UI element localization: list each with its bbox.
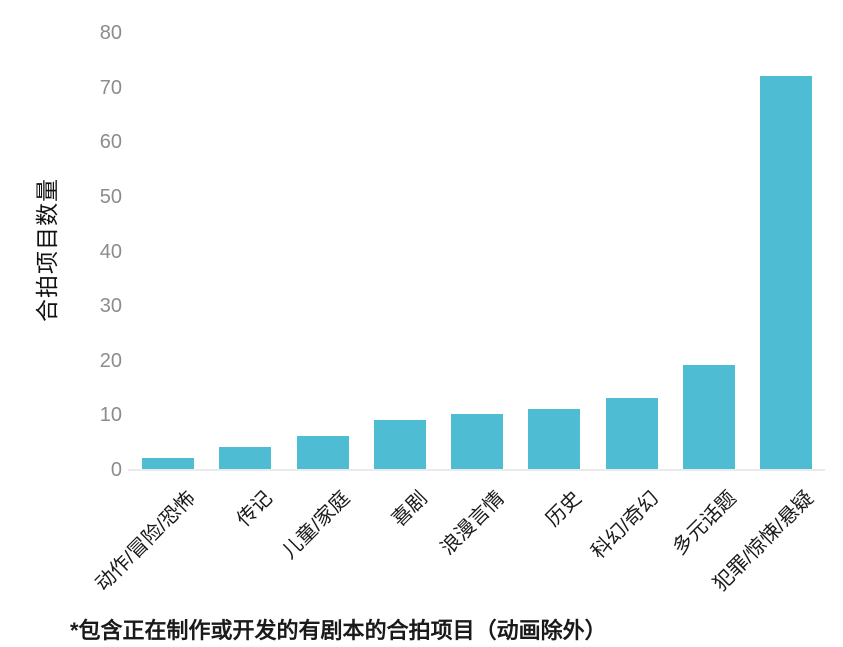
bar-5 [451,414,503,469]
y-tick-label: 0 [110,459,122,481]
x-tick-label: 多元话题 [668,487,741,560]
y-axis-title: 合拍项目数量 [34,178,60,322]
bar-1 [142,458,194,469]
chart-footnote: *包含正在制作或开发的有剧本的合拍项目（动画除外） [70,618,607,643]
bar-4 [374,420,426,469]
x-tick-label: 传记 [233,487,278,532]
bar-7 [606,398,658,469]
y-tick-label: 20 [99,349,122,372]
y-tick-label: 10 [99,404,122,427]
bar-9 [760,76,812,469]
y-tick-label: 70 [99,76,122,99]
y-tick-label: 80 [99,22,122,44]
bar-8 [683,365,735,469]
x-tick-label: 科幻/奇幻 [587,487,664,564]
x-tick-label: 喜剧 [387,487,432,532]
bar-6 [528,409,580,469]
y-tick-label: 50 [99,185,122,208]
x-tick-label: 动作/冒险/恐怖 [91,487,200,596]
x-tick-label: 历史 [542,487,587,532]
x-tick-label: 浪漫言情 [436,487,509,560]
y-tick-label: 60 [99,131,122,154]
bar-2 [219,447,271,469]
y-tick-label: 30 [99,295,122,318]
x-tick-label: 儿童/家庭 [278,487,355,564]
bar-3 [297,436,349,469]
x-axis-line [128,469,825,471]
y-tick-label: 40 [99,240,122,263]
